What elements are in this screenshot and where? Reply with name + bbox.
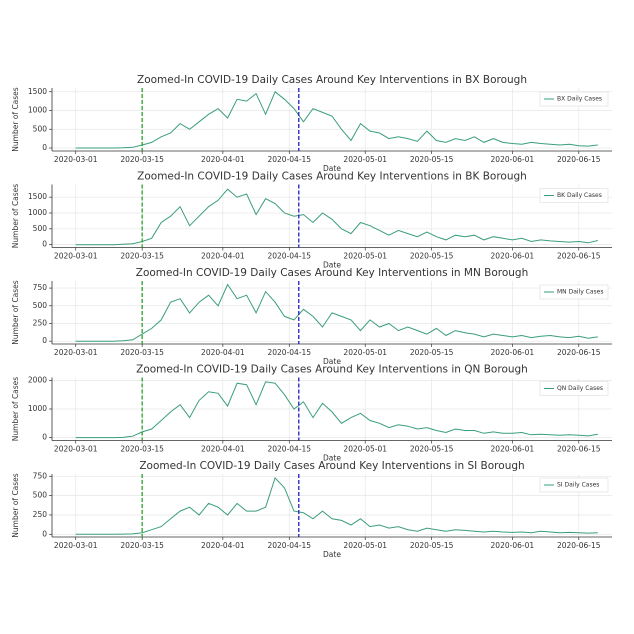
x-tick-label: 2020-05-15 [410, 252, 454, 261]
legend-box [539, 284, 609, 300]
y-tick-label: 500 [33, 491, 48, 500]
x-tick-label: 2020-05-15 [410, 541, 454, 550]
x-tick-label: 2020-05-01 [343, 541, 387, 550]
x-tick-label: 2020-05-15 [410, 155, 454, 164]
y-axis-label: Number of Cases [11, 377, 20, 441]
x-tick-label: 2020-05-15 [410, 445, 454, 454]
x-axis-label: Date [323, 550, 341, 559]
x-tick-label: 2020-03-01 [54, 348, 98, 357]
x-tick-label: 2020-05-15 [410, 348, 454, 357]
y-tick-label: 1500 [28, 87, 47, 96]
data-line [75, 283, 598, 342]
x-tick-label: 2020-04-01 [201, 445, 245, 454]
x-tick-label: 2020-03-15 [120, 348, 164, 357]
x-tick-label: 2020-06-15 [557, 445, 601, 454]
x-tick-label: 2020-04-15 [267, 541, 311, 550]
y-tick-label: 0 [42, 433, 47, 442]
x-tick-label: 2020-06-15 [557, 252, 601, 261]
y-tick-label: 500 [33, 224, 48, 233]
data-line [75, 90, 598, 149]
x-tick-label: 2020-03-01 [54, 252, 98, 261]
y-axis-label: Number of Cases [11, 184, 20, 248]
y-tick-label: 750 [33, 283, 48, 292]
legend-label: BK Daily Cases [557, 192, 602, 199]
y-tick-label: 1000 [28, 208, 47, 217]
y-tick-label: 0 [42, 143, 47, 152]
x-tick-label: 2020-05-01 [343, 252, 387, 261]
x-tick-label: 2020-06-15 [557, 541, 601, 550]
x-tick-label: 2020-04-15 [267, 445, 311, 454]
y-tick-label: 1500 [28, 192, 47, 201]
y-tick-label: 250 [33, 318, 48, 327]
x-tick-label: 2020-03-15 [120, 252, 164, 261]
legend-label: SI Daily Cases [557, 482, 599, 489]
x-tick-label: 2020-04-01 [201, 155, 245, 164]
x-tick-label: 2020-03-15 [120, 445, 164, 454]
x-tick-label: 2020-04-15 [267, 155, 311, 164]
x-tick-label: 2020-03-01 [54, 155, 98, 164]
x-tick-label: 2020-03-01 [54, 541, 98, 550]
legend-label: BX Daily Cases [557, 96, 602, 103]
legend-box [539, 91, 609, 107]
x-tick-label: 2020-05-01 [343, 155, 387, 164]
data-line [75, 476, 598, 535]
legend-box [539, 477, 609, 493]
x-tick-label: 2020-05-01 [343, 445, 387, 454]
x-tick-label: 2020-04-15 [267, 348, 311, 357]
y-tick-label: 500 [33, 124, 48, 133]
chart-title: Zoomed-In COVID-19 Daily Cases Around Ke… [139, 460, 524, 472]
x-tick-label: 2020-06-01 [491, 445, 535, 454]
x-tick-label: 2020-04-15 [267, 252, 311, 261]
x-tick-label: 2020-06-01 [491, 541, 535, 550]
x-axis-label: Date [323, 164, 341, 173]
y-tick-label: 0 [42, 529, 47, 538]
x-tick-label: 2020-06-15 [557, 155, 601, 164]
y-tick-label: 500 [33, 301, 48, 310]
y-axis-label: Number of Cases [11, 280, 20, 344]
chart-title: Zoomed-In COVID-19 Daily Cases Around Ke… [136, 267, 529, 279]
x-tick-label: 2020-03-01 [54, 445, 98, 454]
legend-label: MN Daily Cases [557, 289, 603, 296]
x-tick-label: 2020-05-01 [343, 348, 387, 357]
data-line [75, 188, 598, 246]
x-tick-label: 2020-04-01 [201, 541, 245, 550]
y-tick-label: 2000 [28, 375, 47, 384]
legend-label: QN Daily Cases [557, 385, 603, 392]
legend-box [539, 188, 609, 203]
legend-box [539, 381, 609, 396]
x-axis-label: Date [323, 454, 341, 463]
x-tick-label: 2020-04-01 [201, 348, 245, 357]
x-tick-label: 2020-06-01 [491, 252, 535, 261]
x-tick-label: 2020-06-01 [491, 155, 535, 164]
x-tick-label: 2020-04-01 [201, 252, 245, 261]
x-tick-label: 2020-03-15 [120, 155, 164, 164]
x-axis-label: Date [323, 261, 341, 270]
y-tick-label: 1000 [28, 404, 47, 413]
data-line [75, 381, 598, 439]
x-tick-label: 2020-06-01 [491, 348, 535, 357]
chart-title: Zoomed-In COVID-19 Daily Cases Around Ke… [137, 74, 527, 86]
y-tick-label: 250 [33, 510, 48, 519]
chart-title: Zoomed-In COVID-19 Daily Cases Around Ke… [137, 171, 527, 183]
chart-title: Zoomed-In COVID-19 Daily Cases Around Ke… [136, 364, 528, 376]
x-axis-label: Date [323, 357, 341, 366]
y-axis-label: Number of Cases [11, 87, 20, 151]
y-tick-label: 0 [42, 336, 47, 345]
y-tick-label: 1000 [28, 106, 47, 115]
y-tick-label: 750 [33, 471, 48, 480]
y-tick-label: 0 [42, 240, 47, 249]
x-tick-label: 2020-06-15 [557, 348, 601, 357]
x-tick-label: 2020-03-15 [120, 541, 164, 550]
y-axis-label: Number of Cases [11, 473, 20, 537]
